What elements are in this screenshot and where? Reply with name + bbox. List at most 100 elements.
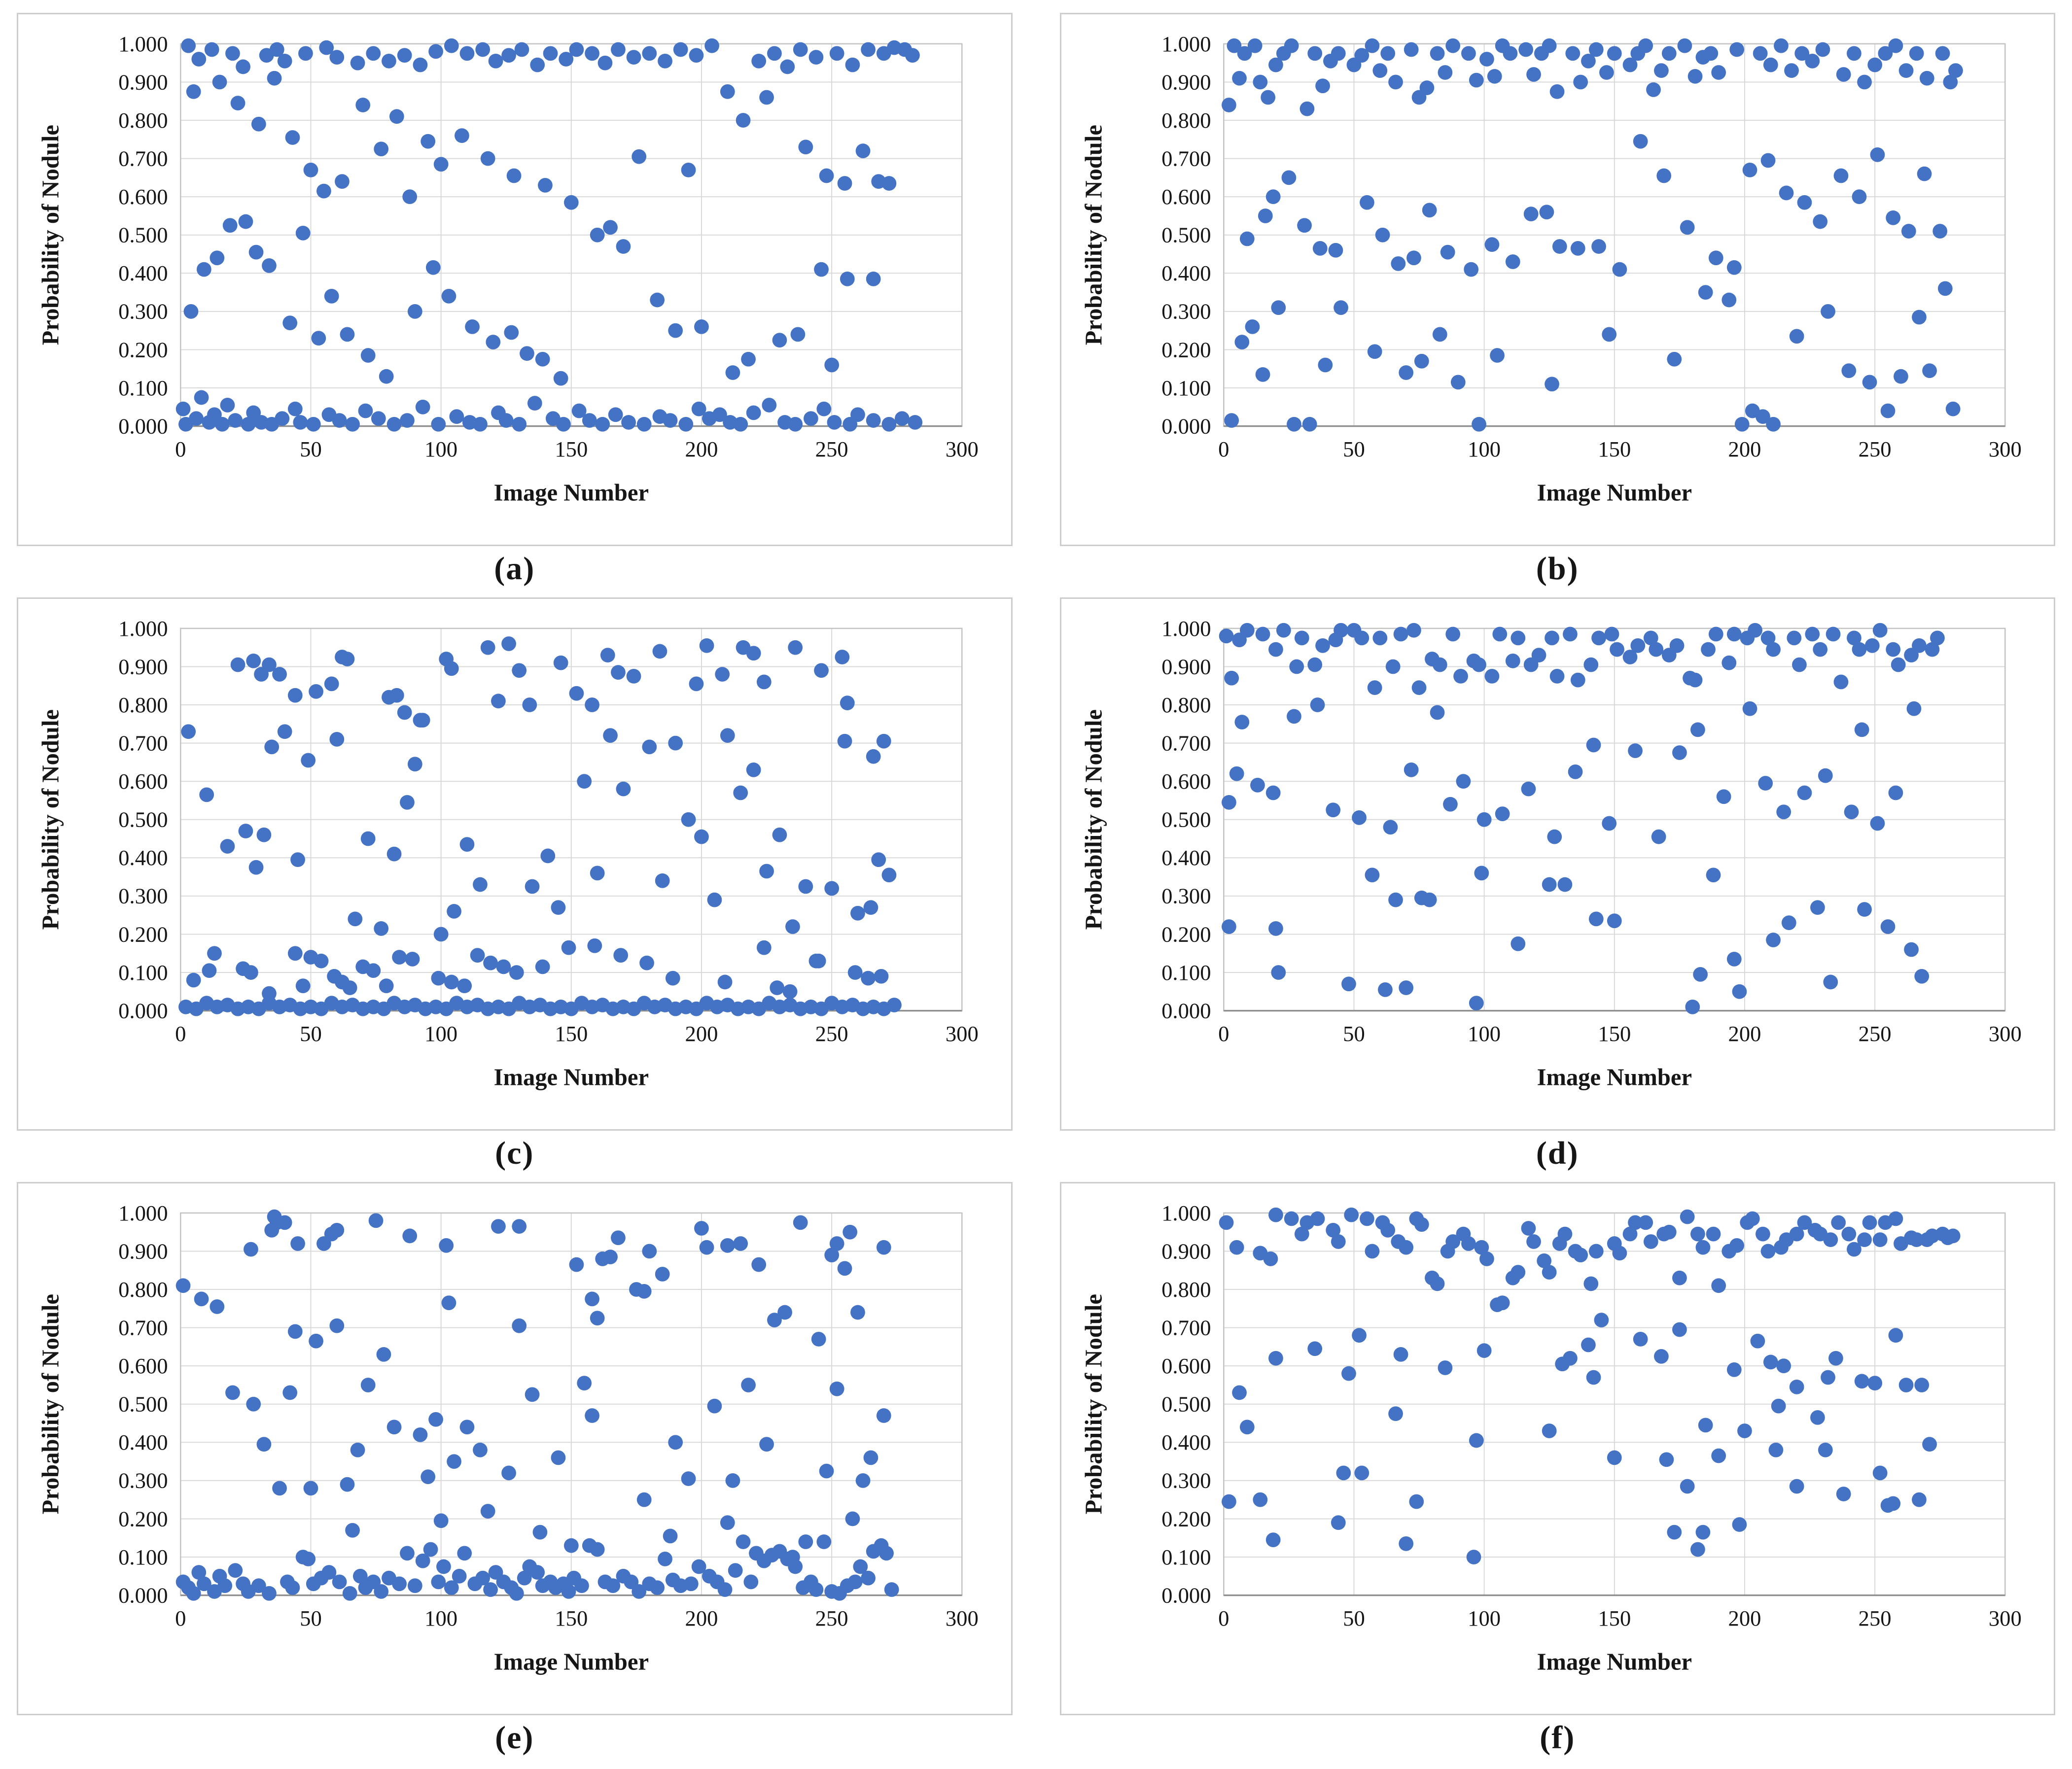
x-tick-label: 300	[946, 437, 979, 461]
scatter-svg: 0.000 0.100 0.200 0.300 0.400 0.500 0.600 0.700…	[37, 32, 979, 506]
x-tick-label: 250	[1858, 437, 1891, 461]
panel-a: 0.000 0.100 0.200 0.300 0.400 0.500 0.600 0.700…	[17, 13, 1013, 594]
y-tick-label: 1.000	[118, 32, 168, 56]
x-axis-title: Image Number	[1537, 1064, 1691, 1090]
x-tick-label: 0	[1218, 1021, 1229, 1046]
y-tick-label: 1.000	[118, 616, 168, 641]
y-tick-label: 1.000	[118, 1201, 168, 1225]
y-tick-label: 0.100	[118, 376, 168, 400]
y-tick-label: 0.100	[118, 1545, 168, 1569]
y-tick-label: 0.400	[118, 1430, 168, 1455]
y-axis-title: Probability of Nodule	[37, 125, 64, 345]
y-tick-label: 0.300	[1161, 1468, 1211, 1493]
y-tick-label: 0.400	[1161, 1430, 1211, 1455]
x-axis-title: Image Number	[494, 479, 649, 506]
x-tick-label: 200	[685, 1021, 718, 1046]
x-tick-label: 50	[300, 437, 322, 461]
panel-label-a: (a)	[494, 551, 535, 587]
y-tick-label: 0.800	[118, 108, 168, 133]
x-tick-label: 150	[555, 1606, 588, 1630]
scatter-chart-d: 0.000 0.100 0.200 0.300 0.400 0.500 0.600 0.700…	[1061, 599, 2054, 1129]
y-axis-title: Probability of Nodule	[1080, 1294, 1107, 1514]
y-tick-label: 0.100	[118, 960, 168, 985]
y-tick-label: 0.300	[118, 299, 168, 324]
scatter-points	[1221, 38, 1963, 432]
y-tick-label: 0.200	[1161, 922, 1211, 946]
y-tick-label: 0.300	[118, 1468, 168, 1493]
x-tick-label: 200	[1728, 437, 1761, 461]
x-axis-title: Image Number	[1537, 479, 1691, 506]
x-axis-title: Image Number	[1537, 1648, 1691, 1675]
chart-card-d: 0.000 0.100 0.200 0.300 0.400 0.500 0.600 0.700…	[1059, 597, 2055, 1131]
scatter-chart-c: 0.000 0.100 0.200 0.300 0.400 0.500 0.600 0.700…	[18, 599, 1011, 1129]
y-tick-label: 0.000	[1161, 414, 1211, 438]
y-tick-label: 0.600	[118, 769, 168, 794]
y-tick-label: 0.000	[1161, 1583, 1211, 1607]
y-tick-label: 0.900	[118, 654, 168, 679]
x-tick-label: 100	[1468, 1021, 1501, 1046]
scatter-svg: 0.000 0.100 0.200 0.300 0.400 0.500 0.600 0.700…	[1080, 1201, 2021, 1675]
x-tick-label: 100	[1468, 437, 1501, 461]
x-axis-title: Image Number	[494, 1648, 649, 1675]
y-tick-label: 1.000	[1161, 32, 1211, 56]
panel-e: 0.000 0.100 0.200 0.300 0.400 0.500 0.600 0.700…	[17, 1182, 1013, 1764]
x-tick-label: 0	[1218, 1606, 1229, 1630]
scatter-chart-e: 0.000 0.100 0.200 0.300 0.400 0.500 0.600 0.700…	[18, 1183, 1011, 1714]
x-tick-label: 200	[1728, 1021, 1761, 1046]
scatter-points	[176, 38, 923, 432]
x-tick-label: 150	[555, 437, 588, 461]
x-tick-label: 100	[424, 1606, 457, 1630]
x-tick-label: 300	[946, 1606, 979, 1630]
x-tick-label: 50	[1343, 437, 1365, 461]
y-axis-title: Probability of Nodule	[1080, 709, 1107, 930]
scatter-chart-f: 0.000 0.100 0.200 0.300 0.400 0.500 0.600 0.700…	[1061, 1183, 2054, 1714]
panel-label-b: (b)	[1536, 551, 1579, 587]
y-tick-label: 0.700	[118, 146, 168, 171]
x-tick-label: 100	[1468, 1606, 1501, 1630]
panel-c: 0.000 0.100 0.200 0.300 0.400 0.500 0.600 0.700…	[17, 597, 1013, 1179]
y-axis-title: Probability of Nodule	[1080, 125, 1107, 345]
y-axis-title: Probability of Nodule	[37, 709, 64, 930]
y-tick-label: 0.200	[1161, 337, 1211, 362]
y-tick-label: 0.800	[118, 1277, 168, 1302]
y-tick-label: 0.000	[118, 1583, 168, 1607]
y-tick-label: 0.600	[1161, 184, 1211, 209]
y-tick-label: 0.700	[1161, 730, 1211, 755]
y-tick-label: 0.500	[1161, 807, 1211, 832]
x-tick-label: 250	[815, 1021, 848, 1046]
y-tick-label: 0.600	[118, 184, 168, 209]
y-tick-label: 0.600	[1161, 1353, 1211, 1378]
y-tick-label: 1.000	[1161, 616, 1211, 641]
x-tick-label: 50	[1343, 1606, 1365, 1630]
scatter-svg: 0.000 0.100 0.200 0.300 0.400 0.500 0.600 0.700…	[1080, 616, 2021, 1091]
y-tick-label: 0.500	[118, 1392, 168, 1417]
y-tick-label: 0.800	[118, 693, 168, 717]
panel-label-e: (e)	[495, 1720, 534, 1756]
chart-card-a: 0.000 0.100 0.200 0.300 0.400 0.500 0.600 0.700…	[17, 13, 1013, 546]
x-tick-label: 0	[175, 1606, 186, 1630]
scatter-points	[176, 1209, 899, 1601]
y-tick-label: 0.200	[118, 337, 168, 362]
x-tick-label: 0	[175, 1021, 186, 1046]
x-tick-label: 100	[424, 1021, 457, 1046]
y-tick-label: 0.100	[1161, 960, 1211, 985]
y-tick-label: 0.700	[118, 1315, 168, 1340]
panel-label-f: (f)	[1540, 1720, 1576, 1756]
x-tick-label: 300	[1988, 437, 2021, 461]
y-tick-label: 0.200	[118, 922, 168, 946]
scatter-chart-a: 0.000 0.100 0.200 0.300 0.400 0.500 0.600 0.700…	[18, 14, 1011, 545]
x-tick-label: 150	[1598, 1606, 1631, 1630]
y-tick-label: 0.900	[1161, 654, 1211, 679]
x-tick-label: 250	[815, 437, 848, 461]
y-axis-title: Probability of Nodule	[37, 1294, 64, 1514]
chart-card-c: 0.000 0.100 0.200 0.300 0.400 0.500 0.600 0.700…	[17, 597, 1013, 1131]
y-tick-label: 0.500	[1161, 1392, 1211, 1417]
y-tick-label: 0.900	[1161, 1239, 1211, 1263]
x-tick-label: 250	[815, 1606, 848, 1630]
x-tick-label: 0	[175, 437, 186, 461]
panel-b: 0.000 0.100 0.200 0.300 0.400 0.500 0.600 0.700…	[1059, 13, 2055, 594]
y-tick-label: 0.300	[118, 884, 168, 908]
y-tick-label: 0.800	[1161, 1277, 1211, 1302]
x-tick-label: 200	[1728, 1606, 1761, 1630]
x-tick-label: 200	[685, 1606, 718, 1630]
